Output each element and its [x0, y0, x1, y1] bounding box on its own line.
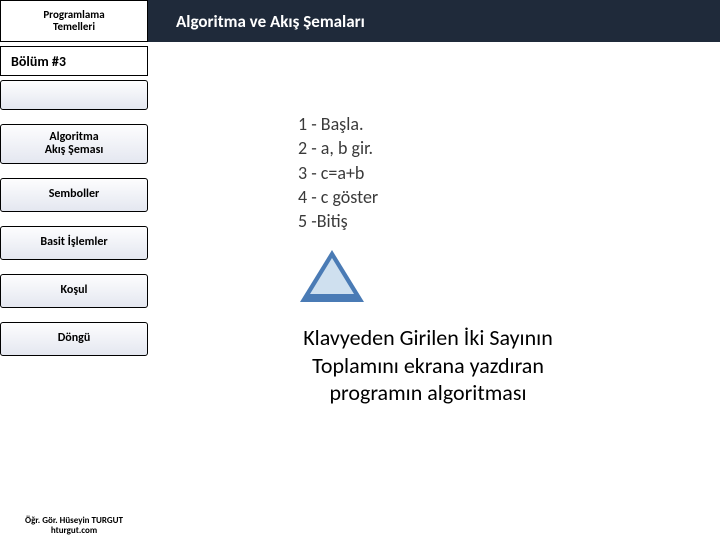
sidebar-item-label: Semboller — [49, 188, 100, 201]
algorithm-caption: Klavyeden Girilen İki Sayının Toplamını … — [208, 324, 648, 407]
sidebar-item-label: Koşul — [61, 284, 88, 297]
algo-step: 3 - c=a+b — [298, 161, 378, 185]
sidebar-item-semboller[interactable]: Semboller — [0, 178, 148, 212]
header-course-title: Programlama Temelleri — [0, 0, 148, 42]
footer-credit: Öğr. Gör. Hüseyin TURGUT hturgut.com — [0, 516, 148, 536]
caption-line: Klavyeden Girilen İki Sayının — [208, 324, 648, 352]
page-title: Algoritma ve Akış Şemaları — [148, 0, 720, 42]
content-area: 1 - Başla. 2 - a, b gir. 3 - c=a+b 4 - c… — [148, 42, 720, 540]
sidebar-item-label: Döngü — [58, 332, 91, 345]
algo-step: 5 -Bitiş — [298, 209, 378, 233]
sidebar-item-label: Akış Şeması — [45, 144, 104, 157]
footer-site: hturgut.com — [0, 526, 148, 536]
algorithm-steps: 1 - Başla. 2 - a, b gir. 3 - c=a+b 4 - c… — [298, 112, 378, 233]
algo-step: 1 - Başla. — [298, 112, 378, 136]
algo-step: 4 - c göster — [298, 185, 378, 209]
sidebar-item-kosul[interactable]: Koşul — [0, 274, 148, 308]
caption-line: Toplamını ekrana yazdıran — [208, 352, 648, 380]
sidebar-item-blank[interactable] — [0, 80, 148, 110]
sidebar-item-dongu[interactable]: Döngü — [0, 322, 148, 356]
caption-line: programın algoritması — [208, 379, 648, 407]
sidebar-item-label: Basit İşlemler — [40, 236, 107, 249]
course-title-line2: Temelleri — [53, 21, 95, 33]
sidebar: Bölüm #3 Algoritma Akış Şeması Semboller… — [0, 42, 148, 540]
algo-step: 2 - a, b gir. — [298, 136, 378, 160]
header: Programlama Temelleri Algoritma ve Akış … — [0, 0, 720, 42]
sidebar-item-basit-islemler[interactable]: Basit İşlemler — [0, 226, 148, 260]
sidebar-item-algoritma-akis[interactable]: Algoritma Akış Şeması — [0, 124, 148, 164]
triangle-icon-fill — [310, 258, 354, 294]
section-label: Bölüm #3 — [0, 46, 148, 76]
